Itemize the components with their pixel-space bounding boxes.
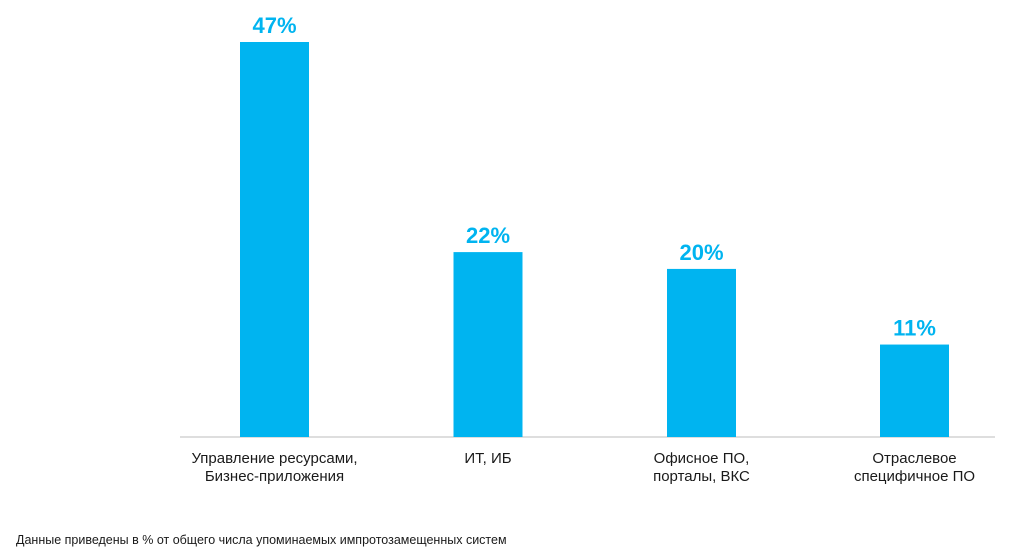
category-label: специфичное ПО — [854, 468, 975, 485]
category-label: ИТ, ИБ — [464, 450, 511, 467]
category-label: Бизнес-приложения — [205, 468, 344, 485]
bar — [453, 252, 523, 437]
value-label: 22% — [466, 223, 510, 248]
value-label: 20% — [679, 240, 723, 265]
bar — [880, 344, 949, 437]
value-label: 47% — [252, 13, 296, 38]
bar — [240, 42, 309, 437]
category-label: Управление ресурсами, — [191, 450, 357, 467]
category-label: Отраслевое — [872, 450, 956, 467]
bar-chart: 47% Управление ресурсами,Бизнес-приложени… — [180, 13, 995, 485]
bar — [667, 268, 736, 437]
footnote: Данные приведены в % от общего числа упо… — [16, 533, 507, 547]
category-label: Офисное ПО, — [654, 450, 750, 467]
category-label: порталы, ВКС — [653, 468, 750, 485]
value-label: 11% — [893, 316, 936, 341]
